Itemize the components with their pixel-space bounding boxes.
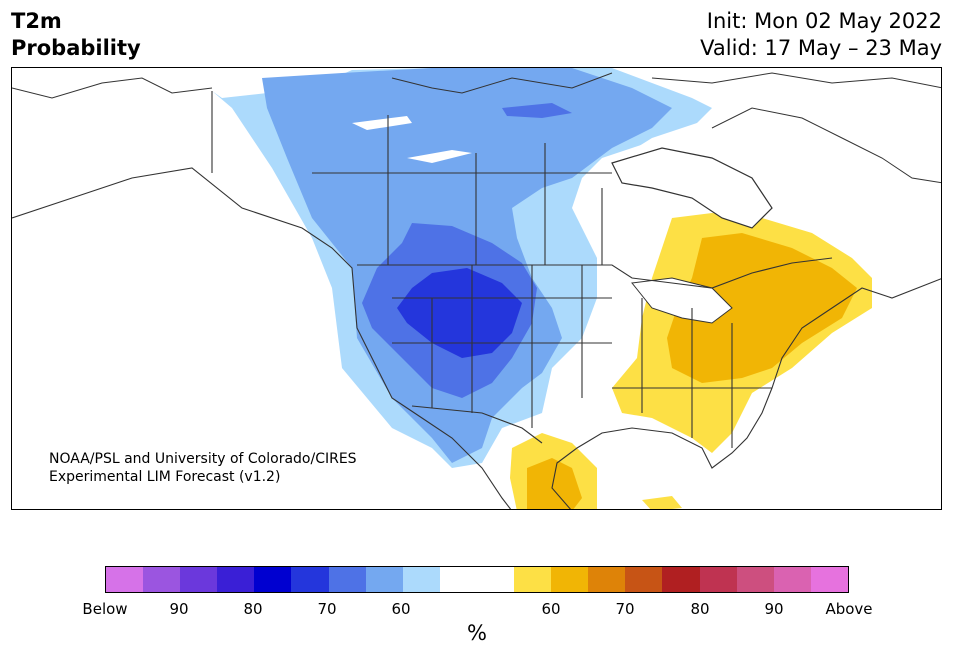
above-60-region-south: [527, 458, 582, 509]
colorbar-segment: [699, 567, 737, 592]
boundary-lines: [12, 91, 941, 509]
above-50-region-cuba: [642, 496, 682, 509]
great-slave-lake: [407, 150, 472, 163]
colorbar-segment: [625, 567, 663, 592]
colorbar: [105, 566, 849, 593]
colorbar-segment: [736, 567, 774, 592]
variable-label: T2m: [11, 9, 62, 33]
init-date: Init: Mon 02 May 2022: [706, 9, 942, 33]
colorbar-segment: [180, 567, 218, 592]
us-state-lines: [392, 265, 772, 448]
colorbar-tick-label: 90: [169, 600, 189, 618]
colorbar-tick-label: Below: [82, 600, 128, 618]
above-60-region-east: [667, 233, 857, 383]
forecast-dates: Init: Mon 02 May 2022 Valid: 17 May – 23…: [700, 8, 942, 62]
credit-line-1: NOAA/PSL and University of Colorado/CIRE…: [49, 451, 357, 467]
colorbar-segment: [773, 567, 811, 592]
coastline-east: [551, 278, 941, 509]
colorbar-tick-label: 60: [541, 600, 561, 618]
colorbar-segment: [514, 567, 552, 592]
colorbar-tick-label: 90: [764, 600, 784, 618]
map-title: T2m Probability: [11, 8, 141, 62]
colorbar-segment: [402, 567, 440, 592]
colorbar-segment: [588, 567, 626, 592]
colorbar-segment: [551, 567, 589, 592]
colorbar-tick-label: 70: [317, 600, 337, 618]
credit-line-2: Experimental LIM Forecast (v1.2): [49, 469, 281, 485]
valid-range: Valid: 17 May – 23 May: [700, 36, 942, 60]
colorbar-segment: [810, 567, 848, 592]
colorbar-segment: [662, 567, 700, 592]
north-america-map: [12, 68, 941, 509]
canada-us-border: [357, 257, 833, 289]
colorbar-unit: %: [467, 621, 487, 645]
probability-label: Probability: [11, 36, 141, 60]
lake-athabasca: [352, 116, 412, 130]
colorbar-segment: [365, 567, 403, 592]
canada-province-lines: [211, 91, 612, 265]
hudson-bay: [611, 147, 773, 229]
northern-coast: [12, 72, 941, 184]
colorbar-tick-label: 80: [243, 600, 263, 618]
us-mexico-border: [411, 405, 543, 444]
colorbar-tick-label: 70: [615, 600, 635, 618]
colorbar-tick-label: 80: [690, 600, 710, 618]
colorbar-segment: [143, 567, 181, 592]
colorbar-segment: [476, 567, 515, 592]
great-lakes: [631, 277, 733, 324]
colorbar-segment: [106, 567, 144, 592]
colorbar-segment: [439, 567, 477, 592]
below-80-region: [397, 268, 522, 358]
colorbar-tick-label: 60: [391, 600, 411, 618]
colorbar-segment: [217, 567, 255, 592]
below-70-north-patch: [502, 103, 572, 118]
colorbar-tick-label: Above: [825, 600, 873, 618]
map-panel: [11, 67, 942, 510]
credit-text: NOAA/PSL and University of Colorado/CIRE…: [49, 450, 357, 486]
colorbar-segment: [291, 567, 329, 592]
colorbar-segment: [328, 567, 366, 592]
colorbar-segment: [254, 567, 292, 592]
coastline-west: [12, 167, 512, 509]
